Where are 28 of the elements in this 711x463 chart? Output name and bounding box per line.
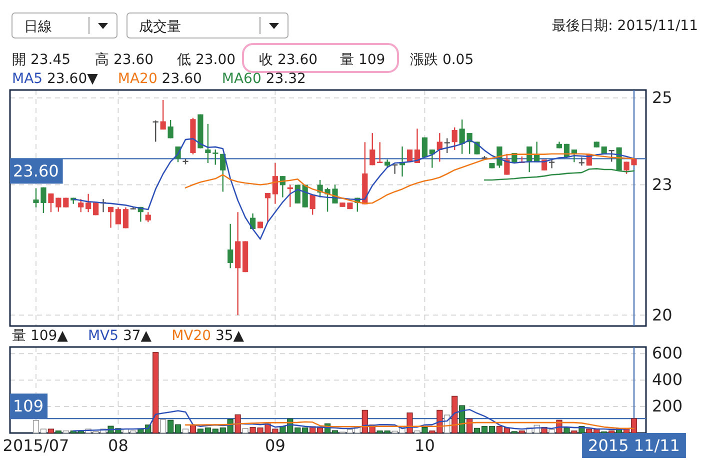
- y-tick-label: 23: [652, 174, 672, 194]
- text: 日線: [24, 19, 52, 35]
- ref-line-label: 23.60: [13, 162, 59, 181]
- ref-line-label: 109: [13, 396, 44, 416]
- x-tick-label: 2015/07: [2, 436, 70, 455]
- text: MA60 23.32: [222, 71, 306, 87]
- text: 量 109: [340, 52, 386, 68]
- text: 成交量: [139, 19, 181, 35]
- text: MA20 23.60: [118, 71, 202, 87]
- text: 漲跌 0.05: [410, 52, 474, 68]
- text: MV20 35▲: [172, 328, 244, 344]
- y-tick-label: 600: [652, 344, 683, 363]
- x-tick-label: 10: [414, 436, 435, 455]
- x-tick-label: 2015 11/11: [588, 436, 680, 455]
- text: MV5 37▲: [88, 328, 152, 344]
- text: 高 23.60: [95, 52, 154, 68]
- text: 低 23.00: [177, 52, 236, 68]
- text: 最後日期: 2015/11/11: [552, 18, 698, 34]
- x-tick-label: 09: [265, 436, 286, 455]
- text: 收 23.60: [259, 52, 318, 68]
- text: MA5 23.60▼: [12, 71, 98, 87]
- y-tick-label: 400: [652, 370, 683, 390]
- y-tick-label: 20: [652, 305, 672, 324]
- text: 量 109▲: [12, 328, 68, 344]
- y-tick-label: 25: [652, 88, 672, 107]
- y-tick-label: 200: [652, 396, 683, 416]
- text: 開 23.45: [12, 52, 71, 68]
- x-tick-label: 08: [108, 436, 128, 455]
